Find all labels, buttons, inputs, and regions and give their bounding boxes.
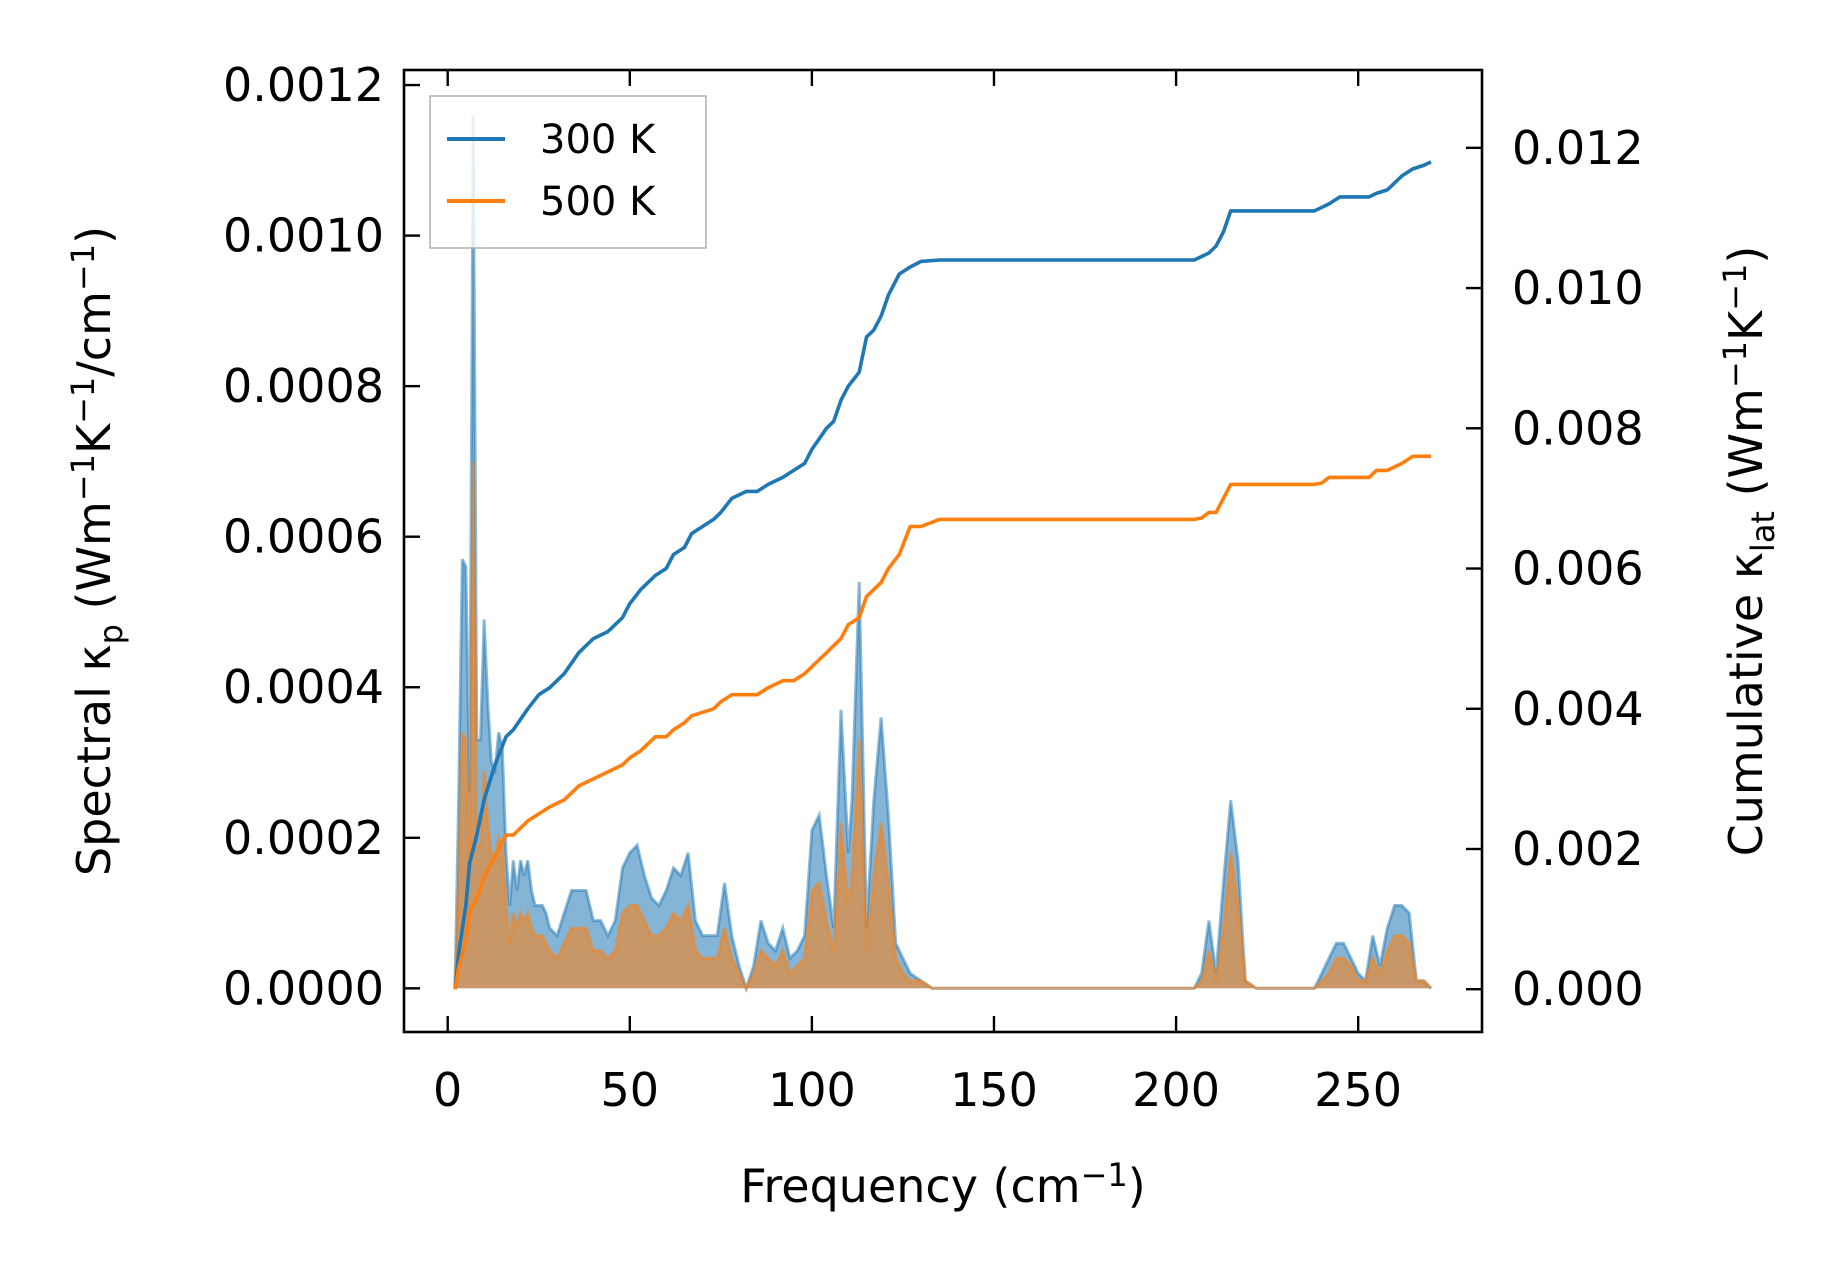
y-left-axis-title-part: −1: [64, 454, 102, 501]
plot-area: [453, 115, 1433, 994]
y-right-tick-label: 0.004: [1512, 682, 1644, 736]
y-left-axis-title-part: ): [67, 226, 121, 244]
x-axis-title-close: ): [1128, 1159, 1146, 1213]
y-left-axis-title-part: Spectral κ: [67, 644, 121, 876]
y-left-axis-title-part: K: [67, 422, 121, 454]
axis-tick-labels: 0 50 100 150 200 250 0.0000 0.0002 0.0004 0.0006 0…: [223, 58, 1644, 1117]
x-tick-label: 0: [433, 1063, 462, 1117]
x-tick-label: 200: [1132, 1063, 1220, 1117]
legend-label-1: 500 K: [540, 179, 657, 225]
cumulative-line-1: [453, 454, 1431, 990]
y-right-tick-label: 0.000: [1512, 962, 1644, 1016]
y-left-tick-label: 0.0008: [223, 359, 384, 413]
y-right-axis-title-part: (Wm: [1719, 388, 1773, 511]
axis-titles: Frequency (cm−1)Spectral κp (Wm−1K−1/cm−…: [64, 226, 1782, 1213]
x-axis-title-sup: −1: [1081, 1156, 1128, 1194]
y-right-axis-title: Cumulative κlat (Wm−1K−1): [1716, 246, 1782, 857]
y-left-tick-label: 0.0002: [223, 811, 384, 865]
y-left-axis-title-part: −1: [64, 377, 102, 424]
plot-frame: [402, 68, 1484, 1034]
y-right-tick-label: 0.006: [1512, 542, 1644, 596]
y-right-axis-title-part: Cumulative κ: [1719, 552, 1773, 856]
y-right-tick-label: 0.002: [1512, 822, 1644, 876]
x-tick-label: 150: [950, 1063, 1038, 1117]
x-tick-label: 100: [768, 1063, 856, 1117]
y-left-axis-title-part: p: [92, 624, 130, 644]
spectral-area-1: [455, 461, 1431, 989]
x-tick-label: 50: [601, 1063, 660, 1117]
legend-box: [429, 95, 707, 249]
y-right-axis-title-part: lat: [1744, 511, 1782, 552]
axis-ticks: [404, 70, 1482, 1032]
y-right-tick-label: 0.010: [1512, 261, 1644, 315]
y-left-tick-label: 0.0012: [223, 58, 384, 112]
y-left-axis-title-part: /cm: [67, 291, 121, 377]
x-tick-label: 250: [1314, 1063, 1402, 1117]
y-left-tick-label: 0.0010: [223, 209, 384, 263]
y-left-tick-label: 0.0006: [223, 510, 384, 564]
y-left-tick-label: 0.0000: [223, 961, 384, 1015]
y-right-axis-title-part: −1: [1716, 341, 1754, 388]
spectral-line-1: [453, 461, 1433, 992]
legend-label-0: 300 K: [540, 117, 657, 163]
y-right-tick-label: 0.012: [1512, 121, 1644, 175]
y-left-axis-title-part: (Wm: [67, 501, 121, 624]
y-right-tick-label: 0.008: [1512, 401, 1644, 455]
cumulative-line-0: [453, 160, 1432, 990]
x-axis-title: Frequency (cm−1): [740, 1156, 1145, 1213]
legend: 300 K 500 K: [429, 95, 707, 249]
y-right-axis-title-part: K: [1719, 309, 1773, 341]
y-right-axis-title-part: ): [1719, 246, 1773, 264]
y-left-tick-label: 0.0004: [223, 660, 384, 714]
y-left-axis-title: Spectral κp (Wm−1K−1/cm−1): [64, 226, 130, 876]
y-right-axis-title-part: −1: [1716, 264, 1754, 311]
x-axis-title-main: Frequency (cm: [740, 1159, 1080, 1213]
y-left-axis-title-part: −1: [64, 244, 102, 291]
